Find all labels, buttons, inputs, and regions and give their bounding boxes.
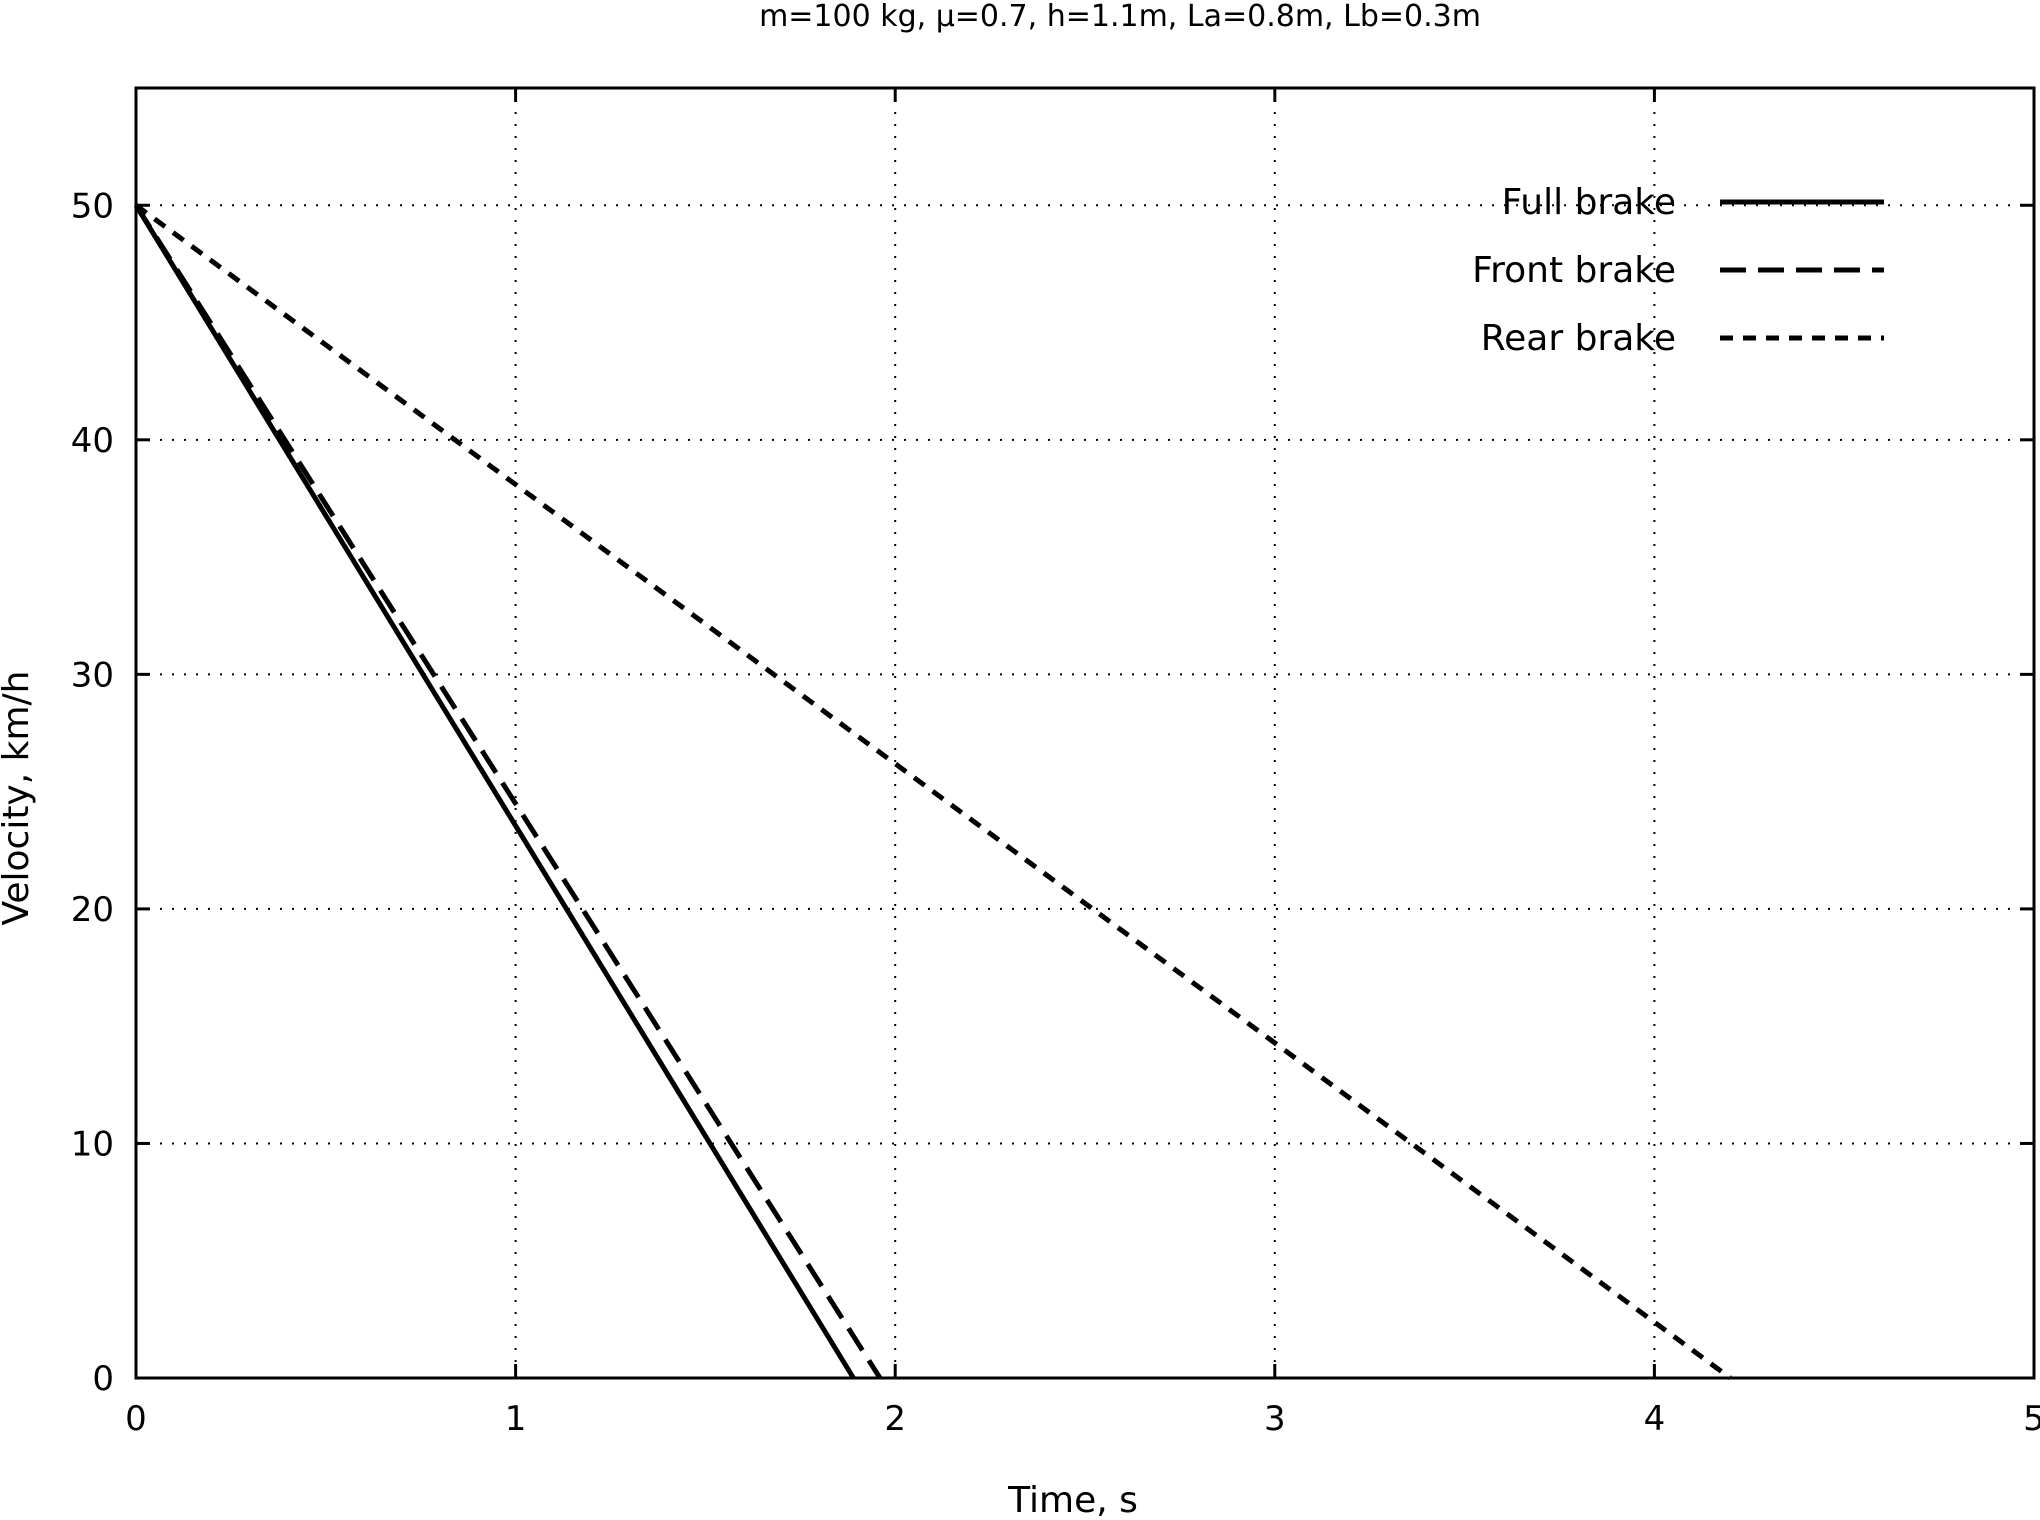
legend-label: Full brake xyxy=(1502,182,1676,223)
y-tick-label: 40 xyxy=(71,421,114,461)
x-tick-label: 5 xyxy=(2023,1399,2040,1439)
x-axis-label: Time, s xyxy=(1007,1480,1138,1520)
x-tick-label: 4 xyxy=(1644,1399,1666,1439)
series-line-rear-brake xyxy=(134,203,1732,1381)
plot-frame xyxy=(134,86,2036,1380)
series-line-front-brake xyxy=(133,203,883,1380)
legend: Full brake Front brake Rear brake xyxy=(1472,182,1884,359)
x-tick-label: 2 xyxy=(884,1399,906,1439)
legend-label: Front brake xyxy=(1472,250,1676,291)
y-tick-label: 20 xyxy=(71,890,114,930)
y-tick-label: 10 xyxy=(71,1124,114,1164)
x-tick-label: 0 xyxy=(125,1399,147,1439)
series-lines xyxy=(133,203,1732,1381)
x-tick-label: 1 xyxy=(505,1399,527,1439)
y-axis-label: Velocity, km/h xyxy=(0,671,37,926)
legend-label: Rear brake xyxy=(1481,318,1676,359)
grid xyxy=(136,88,2034,1378)
y-tick-label: 50 xyxy=(71,186,114,226)
y-tick-label: 30 xyxy=(71,655,114,695)
series-line-full-brake xyxy=(133,203,856,1380)
x-tick-label: 3 xyxy=(1264,1399,1286,1439)
chart-title: m=100 kg, μ=0.7, h=1.1m, La=0.8m, Lb=0.3… xyxy=(759,0,1481,34)
y-tick-label: 0 xyxy=(92,1359,114,1399)
